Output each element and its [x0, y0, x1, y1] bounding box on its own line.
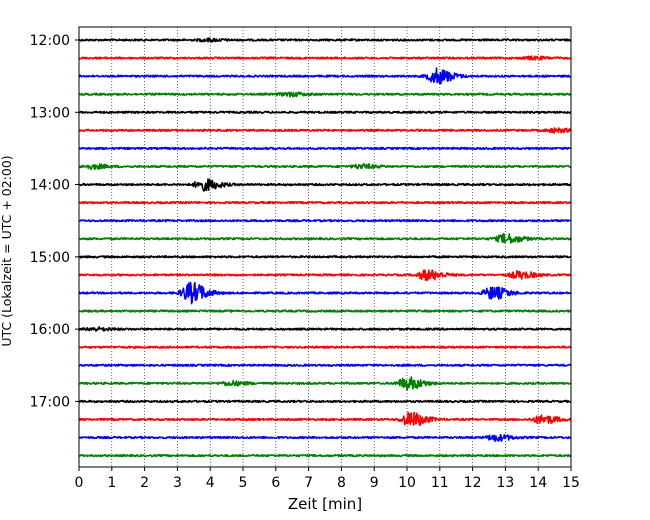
x-tick-label: 13	[496, 475, 514, 491]
trace-line	[78, 326, 572, 332]
x-tick-label: 5	[239, 475, 248, 491]
trace-line	[78, 453, 572, 458]
x-tick-label: 2	[140, 475, 149, 491]
trace-line	[78, 178, 572, 192]
trace-line	[78, 363, 572, 367]
trace-line	[78, 67, 572, 85]
trace-line	[78, 200, 572, 205]
x-tick-label: 6	[271, 475, 280, 491]
trace-line	[78, 309, 572, 313]
x-tick-label: 14	[529, 475, 547, 491]
trace-line	[78, 146, 572, 151]
x-tick-label: 9	[370, 475, 379, 491]
y-tick-label: 16:00	[30, 322, 70, 338]
trace-line	[78, 110, 572, 114]
trace-line	[78, 55, 572, 61]
y-tick-label: 12:00	[30, 33, 70, 49]
trace-line	[78, 376, 572, 392]
y-tick-label: 14:00	[30, 178, 70, 194]
trace-layer	[78, 37, 572, 458]
plot-frame	[78, 26, 572, 468]
x-tick-label: 10	[398, 475, 416, 491]
x-axis-label: Zeit [min]	[288, 495, 362, 513]
y-tick-label: 17:00	[30, 394, 70, 410]
trace-line	[78, 411, 572, 427]
y-tick-label: 13:00	[30, 105, 70, 121]
x-tick-label: 0	[75, 475, 84, 491]
trace-line	[78, 232, 572, 244]
x-tick-label: 11	[431, 475, 449, 491]
trace-line	[78, 219, 572, 223]
x-tick-label: 8	[337, 475, 346, 491]
x-tick-label: 3	[173, 475, 182, 491]
trace-line	[78, 345, 572, 349]
trace-line	[78, 433, 572, 442]
trace-line	[78, 269, 572, 282]
trace-line	[78, 255, 572, 259]
x-tick-label: 15	[562, 475, 580, 491]
y-axis-label: UTC (Lokalzeit = UTC + 02:00)	[0, 155, 14, 346]
x-tick-label: 1	[107, 475, 116, 491]
y-tick-label: 15:00	[30, 250, 70, 266]
trace-line	[78, 162, 572, 171]
y-axis-ticks: 12:00 13:00 14:00 15:00 16:00 17:00	[30, 33, 79, 410]
x-axis-ticks: 0 1 2 3 4 5 6 7 8 9 10 11 12 13 14 15	[75, 467, 580, 491]
x-tick-label: 4	[206, 475, 215, 491]
trace-line	[78, 37, 572, 43]
trace-line	[78, 399, 572, 404]
trace-line	[78, 281, 572, 305]
x-tick-label: 12	[464, 475, 482, 491]
trace-line	[78, 127, 572, 134]
trace-line	[78, 91, 572, 98]
x-tick-label: 7	[304, 475, 313, 491]
